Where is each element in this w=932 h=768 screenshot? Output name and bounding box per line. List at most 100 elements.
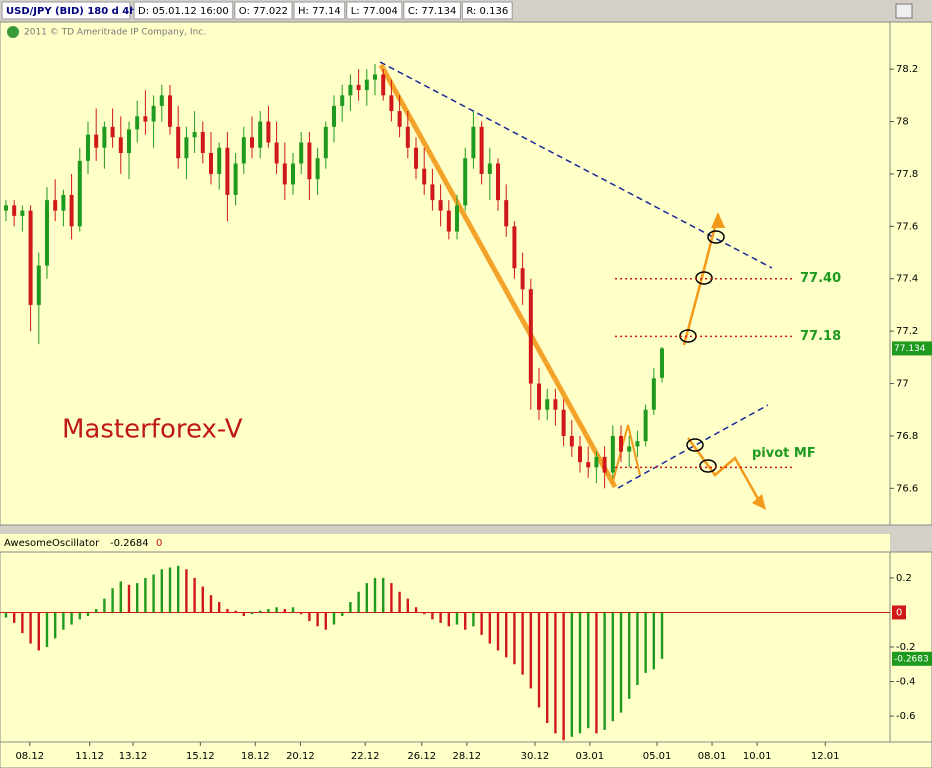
- candle-body: [159, 95, 164, 106]
- candle-body: [184, 137, 189, 159]
- osc-bar: [234, 610, 237, 613]
- header-cell: [403, 1, 461, 20]
- header-cell: [461, 1, 513, 20]
- x-tick-label: 26.12: [407, 751, 436, 762]
- candle-body: [430, 184, 435, 201]
- candle-body: [299, 142, 304, 164]
- osc-bar: [62, 612, 65, 630]
- candle-body: [619, 435, 624, 452]
- candle-body: [167, 95, 172, 127]
- osc-bar: [636, 612, 639, 685]
- up-arrow: [682, 214, 720, 346]
- osc-bar: [185, 569, 188, 613]
- symbol-box[interactable]: [1, 1, 131, 20]
- osc-bar: [619, 612, 623, 713]
- osc-bar: [423, 612, 426, 615]
- y-tick-label: 0: [896, 607, 902, 618]
- x-tick-label: 18.12: [241, 751, 270, 762]
- candle-body: [282, 163, 287, 185]
- osc-bar: [94, 609, 98, 613]
- candle-body: [561, 409, 566, 436]
- down-leg: [378, 63, 618, 489]
- trend-line: [379, 61, 773, 269]
- osc-bar: [308, 612, 311, 622]
- candle-body: [69, 194, 74, 227]
- osc-bar: [472, 612, 475, 627]
- candle-body: [545, 399, 550, 410]
- candle-body: [569, 435, 574, 447]
- header-item: C: 77.134: [408, 6, 457, 17]
- window-button[interactable]: [895, 3, 913, 19]
- osc-bar: [521, 612, 524, 675]
- osc-bar: [53, 612, 57, 639]
- osc-bar: [226, 609, 229, 613]
- y-tick-label: 77.4: [896, 274, 918, 285]
- candle-body: [602, 456, 607, 473]
- header-item: L: 77.004: [351, 6, 398, 17]
- osc-bar: [570, 612, 574, 737]
- candle-body: [266, 121, 271, 143]
- osc-bar: [554, 612, 557, 734]
- arrow-head: [752, 494, 766, 510]
- candle-body: [77, 160, 82, 227]
- candle-body: [422, 168, 427, 185]
- osc-bar: [357, 591, 360, 613]
- osc-bar: [349, 602, 352, 613]
- osc-bar: [398, 591, 401, 613]
- candle-body: [594, 456, 599, 468]
- x-tick-label: 10.01: [743, 751, 772, 762]
- osc-bar: [176, 565, 180, 613]
- osc-bar: [193, 577, 196, 613]
- osc-bar: [447, 612, 451, 627]
- header-item: O: 77.022: [239, 6, 288, 17]
- candle-body: [110, 126, 115, 138]
- candle-body: [94, 134, 99, 148]
- osc-bar: [119, 581, 122, 613]
- candle-body: [332, 105, 337, 127]
- osc-bar: [316, 612, 319, 627]
- y-tick-label: 76.6: [896, 483, 918, 494]
- osc-bar: [37, 612, 40, 651]
- y-tick-label: 77.2: [896, 326, 918, 337]
- y-tick-label: -0.4: [896, 677, 916, 688]
- candle-body: [635, 441, 640, 447]
- candle-body: [151, 105, 156, 122]
- y-tick-label: 77.8: [896, 169, 918, 180]
- y-tick-label: 76.8: [896, 431, 918, 442]
- osc-bar: [406, 598, 410, 613]
- osc-bar: [135, 583, 139, 613]
- last-value: -0.2683: [894, 654, 929, 664]
- osc-bar: [127, 584, 131, 613]
- candle-body: [586, 462, 591, 468]
- date-axis: [0, 741, 932, 768]
- osc-bar: [660, 612, 664, 659]
- osc-bar: [275, 607, 278, 613]
- watermark: Masterforex-V: [62, 415, 243, 445]
- osc-bar: [373, 577, 377, 613]
- osc-bar: [144, 577, 147, 613]
- osc-zero: 0: [156, 538, 162, 549]
- x-tick-label: 08.12: [15, 751, 44, 762]
- osc-bar: [603, 612, 606, 730]
- osc-bar: [168, 567, 172, 613]
- marker: [699, 459, 717, 473]
- osc-value: -0.2684: [110, 538, 149, 549]
- x-tick-label: 22.12: [351, 751, 380, 762]
- osc-bar: [332, 612, 336, 625]
- candle-body: [28, 210, 33, 305]
- candle-body: [578, 446, 583, 463]
- candle-body: [471, 126, 476, 159]
- osc-bar: [578, 612, 582, 734]
- osc-bar: [45, 612, 49, 647]
- x-tick-label: 15.12: [186, 751, 215, 762]
- candle-body: [217, 147, 222, 174]
- x-tick-label: 11.12: [75, 751, 104, 762]
- candle-body: [307, 142, 312, 180]
- osc-bar: [267, 609, 270, 613]
- level-label: pivot MF: [752, 446, 816, 461]
- x-tick-label: 05.01: [643, 751, 672, 762]
- osc-bar: [152, 574, 155, 613]
- osc-bar: [78, 612, 81, 620]
- candle-body: [537, 383, 542, 410]
